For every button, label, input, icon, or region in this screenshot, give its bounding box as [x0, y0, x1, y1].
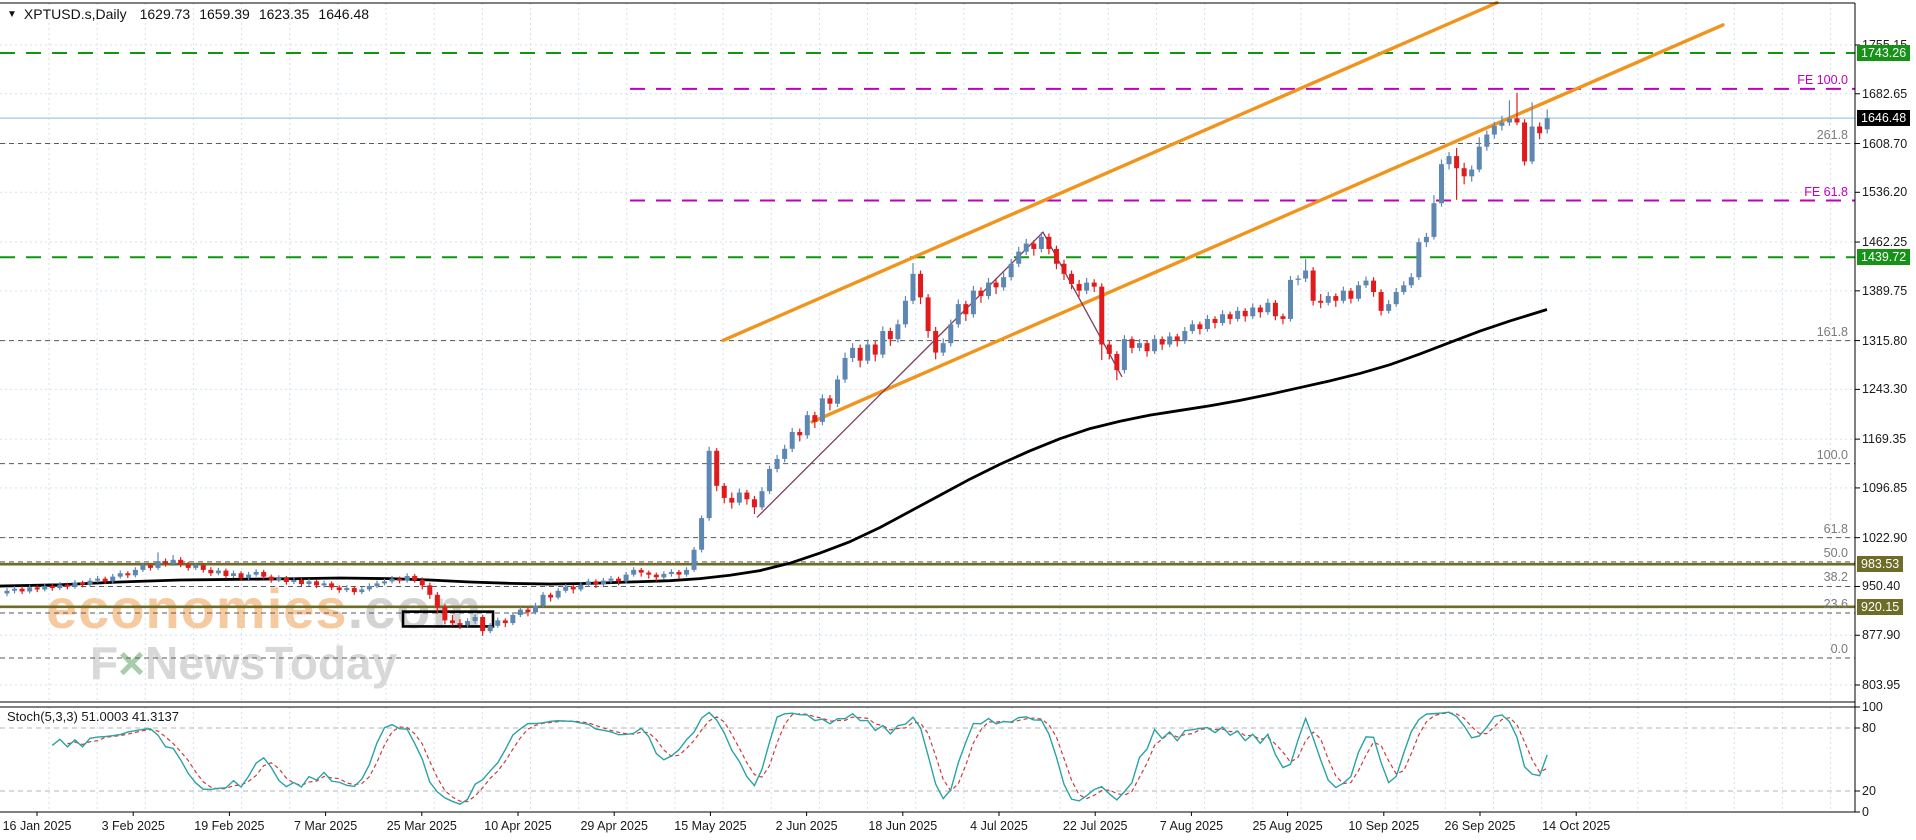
fib-expansion-lines	[630, 87, 1855, 202]
ohlc-close-value: 1646.48	[318, 6, 370, 22]
candlestick-series	[4, 92, 1550, 636]
symbol-dropdown-arrow-icon[interactable]: ▼	[7, 8, 17, 20]
chart-title-bar: ▼ XPTUSD.s,Daily 1629.73 1659.39 1623.35…	[7, 6, 369, 22]
time-axis[interactable]	[0, 812, 1916, 840]
ohlc-open-value: 1629.73	[139, 6, 191, 22]
stochastic-indicator	[51, 711, 1548, 805]
indicator-label: Stoch(5,3,3) 51.0003 41.3137	[7, 709, 180, 724]
ohlc-low-value: 1623.35	[258, 6, 310, 22]
grid	[0, 3, 1855, 812]
price-axis[interactable]	[1855, 0, 1916, 812]
fib-retracement-lines	[0, 143, 1855, 659]
main-chart-area[interactable]	[0, 3, 1855, 702]
green-dashed-lines	[0, 51, 1855, 259]
olive-support-lines	[0, 562, 1855, 609]
stoch-main-line	[51, 711, 1548, 805]
moving-average-line	[0, 308, 1548, 588]
watermark-brand: economies.com	[46, 577, 483, 640]
ohlc-high-value: 1659.39	[199, 6, 250, 22]
trend-channel	[721, 0, 1725, 424]
symbol-timeframe-label: XPTUSD.s,Daily	[23, 6, 127, 22]
fib-expansion-anchor-line	[756, 231, 1123, 518]
watermark-tagline: F×NewsToday	[90, 636, 398, 689]
panel-borders	[0, 2, 1860, 816]
consolidation-rectangle[interactable]	[401, 610, 495, 628]
stoch-panel[interactable]	[0, 707, 1855, 812]
watermark: economies.com F×NewsToday	[46, 577, 483, 689]
